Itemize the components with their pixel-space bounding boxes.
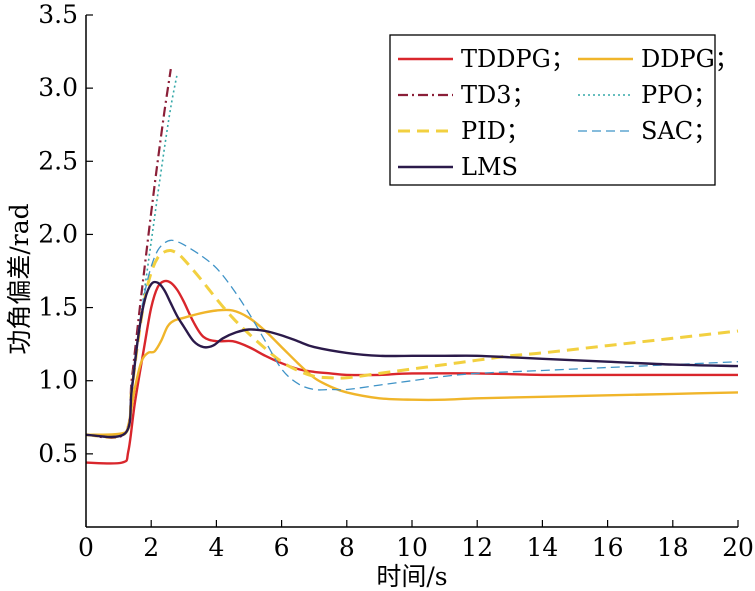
x-tick-label: 4 (208, 533, 224, 562)
series-line-5 (85, 239, 739, 439)
x-axis-label: 时间/s (376, 562, 447, 591)
x-tick-label: 10 (396, 533, 428, 562)
legend-label: PID； (461, 117, 530, 145)
legend-label: TD3； (461, 81, 536, 109)
legend-label: SAC； (641, 117, 717, 145)
series-line-6 (85, 280, 739, 439)
x-tick-label: 2 (143, 533, 159, 562)
ticks: 0 2 4 6 8 10 12 14 16 18 20 0.5 1.0 1.5 2.0 2.5 3.0 3.5 (38, 0, 754, 562)
series-line-0 (85, 279, 738, 465)
x-tick-label: 16 (592, 533, 624, 562)
y-tick-label: 2.5 (38, 146, 78, 175)
y-tick-label: 3.0 (38, 73, 78, 102)
legend-label: LMS (461, 153, 518, 181)
x-tick-label: 8 (339, 533, 355, 562)
legend-label: DDPG； (641, 45, 739, 73)
series-line-1 (85, 308, 739, 436)
legend-label: TDDPG； (461, 45, 575, 73)
y-tick-label: 3.5 (38, 0, 78, 29)
x-tick-label: 14 (526, 533, 558, 562)
x-tick-label: 18 (657, 533, 689, 562)
series-line-4 (85, 248, 739, 439)
legend-label: PPO； (641, 81, 717, 109)
y-tick-label: 1.0 (38, 366, 78, 395)
series-line-2 (85, 68, 172, 439)
y-tick-label: 1.5 (38, 293, 78, 322)
y-axis-label: 功角偏差/rad (5, 203, 34, 354)
y-tick-label: 2.0 (38, 219, 78, 248)
legend: TDDPG； DDPG； TD3； PPO； PID； SAC； LMS (389, 34, 739, 186)
plot-lines (85, 68, 739, 465)
y-tick-label: 0.5 (38, 439, 78, 468)
x-tick-label: 6 (274, 533, 290, 562)
x-tick-label: 20 (722, 533, 754, 562)
x-tick-label: 0 (78, 533, 94, 562)
x-tick-label: 12 (461, 533, 493, 562)
